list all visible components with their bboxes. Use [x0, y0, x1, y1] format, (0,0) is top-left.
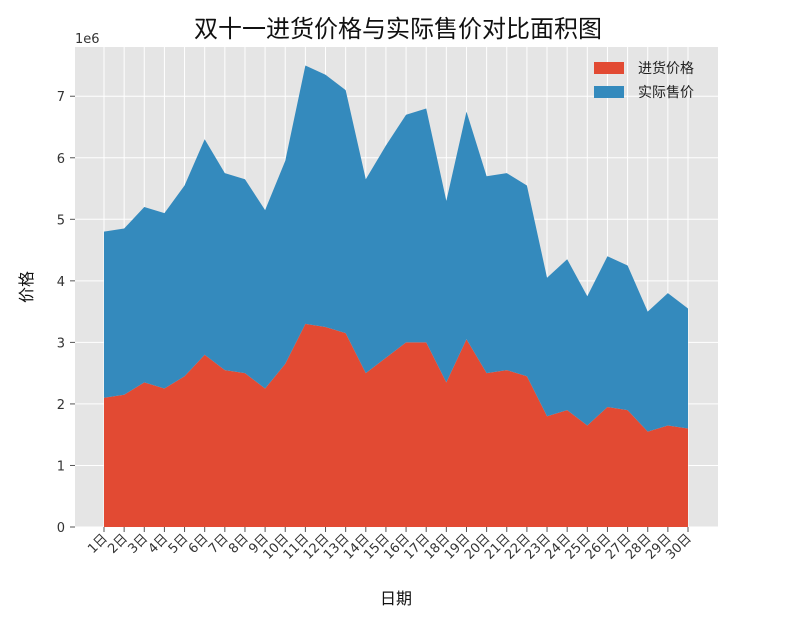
- legend-swatch-0: [594, 62, 624, 74]
- y-tick-label-3: 3: [57, 336, 65, 351]
- chart-title: 双十一进货价格与实际售价对比面积图: [194, 15, 602, 43]
- legend-label-0: 进货价格: [638, 60, 694, 77]
- y-offset-label: 1e6: [75, 32, 100, 47]
- area-series-0: [104, 323, 688, 527]
- y-tick-label-6: 6: [57, 152, 65, 167]
- legend-swatch-1: [594, 86, 624, 98]
- area-series-1: [104, 65, 688, 432]
- legend-label-1: 实际售价: [638, 85, 694, 101]
- legend: 进货价格 实际售价: [594, 60, 694, 101]
- y-axis-ticks: 0 1 2 3 4 5 6 7: [57, 90, 75, 536]
- x-axis-ticks: 1日2日3日4日5日6日7日8日9日10日11日12日13日14日15日16日1…: [85, 527, 695, 563]
- y-axis-label: 价格: [17, 271, 36, 303]
- x-axis-label: 日期: [380, 589, 412, 608]
- y-tick-label-2: 2: [57, 398, 65, 413]
- y-tick-label-5: 5: [57, 213, 65, 228]
- y-tick-label-0: 0: [57, 521, 65, 536]
- y-tick-label-4: 4: [57, 275, 65, 290]
- y-tick-label-1: 1: [57, 459, 65, 474]
- area-series: [104, 65, 688, 527]
- y-tick-label-7: 7: [57, 90, 65, 105]
